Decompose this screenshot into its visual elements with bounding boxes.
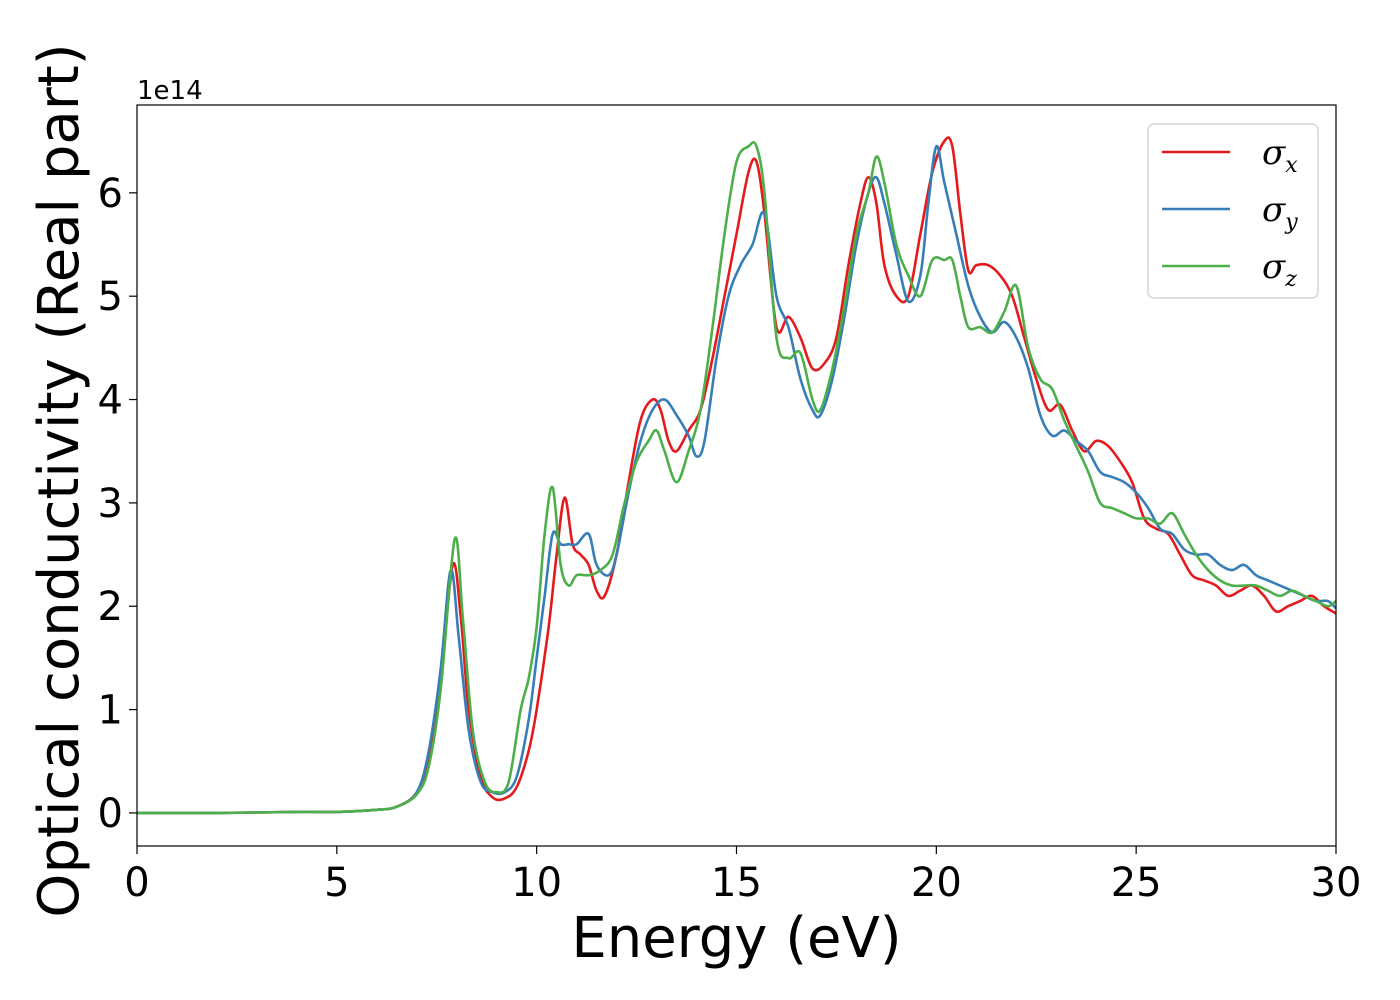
legend-symbol: σ [1262, 133, 1286, 173]
x-tick-label: 25 [1111, 860, 1162, 906]
x-axis-label: Energy (eV) [571, 906, 901, 971]
series-line-sigma-y [137, 145, 1336, 815]
series-line-sigma-z [137, 140, 1336, 815]
series-layer [137, 136, 1336, 815]
y-tick-label: 6 [98, 171, 123, 217]
x-tick-label: 20 [911, 860, 962, 906]
y-tick-label: 4 [98, 378, 123, 424]
x-tick-label: 30 [1311, 860, 1362, 906]
legend-subscript: z [1284, 267, 1297, 292]
x-tick-label: 15 [711, 860, 762, 906]
ticks-layer: 0 5 10 15 20 25 30 0 1 2 3 4 5 6 [98, 171, 1362, 906]
legend-symbol: σ [1262, 190, 1286, 230]
y-tick-label: 1 [98, 688, 123, 734]
y-tick-label: 2 [98, 584, 123, 630]
legend-box [1147, 123, 1319, 299]
x-tick-label: 0 [124, 860, 149, 906]
x-tick-label: 5 [324, 860, 349, 906]
legend-symbol: σ [1262, 247, 1286, 287]
x-tick-label: 10 [511, 860, 562, 906]
legend-label-sigma-x: σx [1262, 133, 1298, 178]
y-tick-label: 3 [98, 481, 123, 527]
legend-subscript: y [1284, 210, 1298, 235]
plot-frame [136, 104, 1337, 847]
series-line-sigma-x [137, 136, 1336, 815]
y-tick-label: 0 [98, 791, 123, 837]
y-offset-label: 1e14 [137, 76, 203, 106]
y-tick-label: 5 [98, 274, 123, 320]
y-axis-label: Optical conductivity (Real part) [27, 43, 92, 917]
legend-label-sigma-z: σz [1262, 247, 1297, 292]
legend-label-sigma-y: σy [1262, 190, 1298, 235]
legend-subscript: x [1285, 153, 1298, 178]
